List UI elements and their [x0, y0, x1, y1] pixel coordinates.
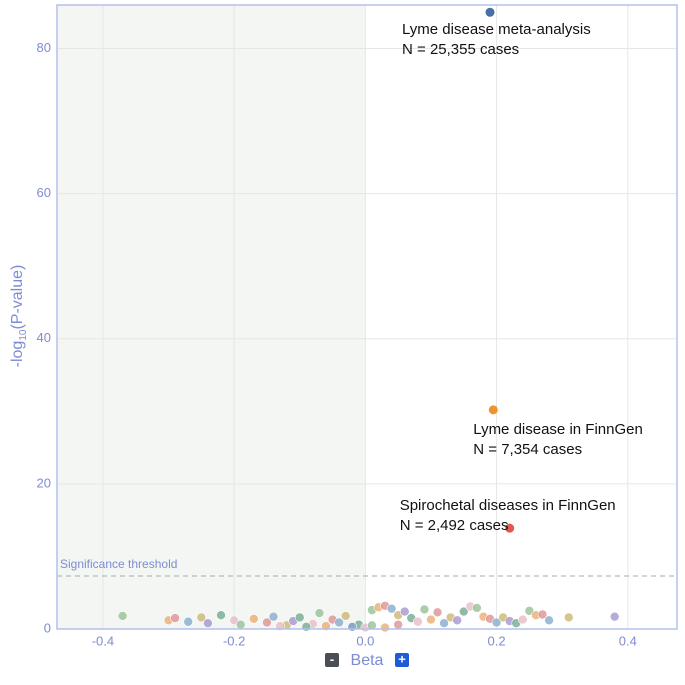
x-tick-label: -0.4 — [92, 633, 114, 648]
point — [235, 619, 246, 630]
point — [268, 611, 279, 622]
point — [216, 610, 226, 621]
y-tick-label: 0 — [44, 620, 51, 635]
point — [117, 611, 128, 621]
point — [518, 614, 528, 625]
x-axis-label: Beta — [351, 652, 384, 669]
threshold-label: Significance threshold — [60, 557, 177, 571]
x-tick-label: 0.4 — [619, 633, 637, 648]
point — [393, 619, 403, 630]
zoom-in-text[interactable]: + — [398, 651, 406, 666]
highlight-point — [505, 523, 515, 533]
zoom-out-button[interactable]: - — [325, 651, 339, 667]
annotation: N = 2,492 cases — [400, 517, 509, 534]
annotation: Spirochetal diseases in FinnGen — [400, 497, 616, 514]
point — [544, 615, 554, 626]
point — [439, 618, 449, 628]
point — [472, 603, 482, 613]
y-tick-label: 80 — [37, 40, 51, 55]
point — [413, 616, 423, 627]
plot-frame — [56, 4, 678, 630]
y-label-sub: 10 — [18, 329, 29, 341]
point — [249, 614, 259, 624]
zoom-in-button[interactable]: + — [395, 651, 409, 667]
annotation: N = 25,355 cases — [402, 41, 519, 58]
zoom-out-box[interactable] — [325, 653, 339, 667]
point — [183, 616, 194, 627]
point — [609, 611, 620, 622]
y-axis-label: -log10(P-value) — [9, 265, 28, 368]
y-label-suffix: (P-value) — [9, 265, 26, 330]
point — [314, 608, 325, 618]
highlight-point — [485, 7, 495, 17]
point — [262, 617, 272, 628]
point — [367, 620, 377, 631]
annotation: Lyme disease in FinnGen — [473, 421, 643, 438]
x-tick-label: 0.0 — [356, 633, 374, 648]
point — [301, 622, 312, 632]
point — [203, 618, 213, 628]
point — [340, 611, 351, 621]
point — [347, 622, 358, 632]
point — [196, 612, 207, 623]
zoom-out-text[interactable]: - — [330, 651, 334, 666]
annotation: Lyme disease meta-analysis — [402, 21, 591, 38]
point — [491, 617, 502, 628]
x-tick-label: 0.2 — [488, 633, 506, 648]
y-tick-label: 40 — [37, 330, 51, 345]
plot-area: Significance threshold Lyme disease meta-… — [56, 4, 678, 633]
point — [170, 613, 180, 623]
point — [399, 606, 410, 617]
point — [452, 615, 463, 626]
point — [294, 612, 305, 623]
point — [458, 606, 469, 617]
x-tick-label: -0.2 — [223, 633, 245, 648]
annotation: N = 7,354 cases — [473, 441, 582, 458]
y-tick-label: 60 — [37, 185, 51, 200]
y-tick-label: 20 — [37, 475, 51, 490]
point — [386, 603, 397, 614]
point — [432, 607, 443, 618]
point — [419, 604, 430, 615]
point — [334, 617, 344, 628]
point — [537, 609, 548, 620]
highlight-point — [488, 405, 498, 415]
shaded-region — [57, 5, 366, 629]
point — [380, 622, 390, 633]
point — [426, 614, 436, 625]
zoom-in-box[interactable] — [395, 653, 409, 667]
point — [563, 612, 574, 623]
y-label-prefix: -log — [9, 341, 26, 368]
